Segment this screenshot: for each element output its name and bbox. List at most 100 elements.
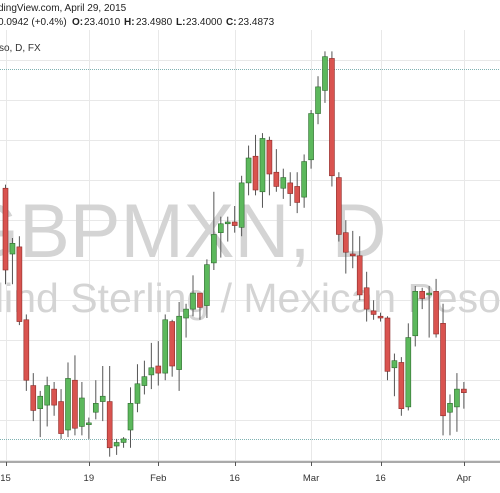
candle <box>343 220 349 274</box>
candle <box>349 230 356 269</box>
candle-body-down <box>16 246 23 322</box>
header-open-value: 23.4010 <box>84 17 121 28</box>
candle <box>426 286 432 338</box>
candle-body-up <box>113 442 120 447</box>
candle <box>259 133 266 208</box>
level-lines <box>0 69 500 440</box>
candle-body-up <box>141 376 148 386</box>
candle <box>287 172 294 206</box>
header-source: dingView.com, April 29, 2015 <box>0 3 127 14</box>
candle-body-down <box>30 385 37 411</box>
candles <box>2 51 467 457</box>
candle-body-down <box>398 362 405 409</box>
x-tick-label: 16 <box>229 473 240 484</box>
candle <box>224 216 231 242</box>
candle-body-up <box>183 308 189 319</box>
candle <box>155 341 162 386</box>
candle-body-up <box>65 378 71 431</box>
candle-body-up <box>405 337 412 408</box>
candle <box>44 376 50 427</box>
candle-body-up <box>162 319 169 374</box>
candle-body-down <box>329 58 335 177</box>
candle <box>176 302 182 391</box>
candle <box>51 382 57 416</box>
candle <box>377 312 384 322</box>
candle <box>419 287 426 310</box>
candle-body-down <box>2 187 9 271</box>
candle <box>238 175 245 237</box>
candle <box>134 364 141 413</box>
candle <box>440 303 446 436</box>
candle-body-up <box>86 422 92 425</box>
candle-body-down <box>169 321 175 367</box>
candle-body-up <box>99 395 106 402</box>
candle <box>461 382 467 409</box>
candle <box>120 437 127 448</box>
candle-body-up <box>238 182 245 228</box>
candle-body-down <box>433 291 439 335</box>
candle-body-up <box>301 161 307 198</box>
candle-body-down <box>356 255 363 296</box>
candle <box>356 236 363 301</box>
candle <box>72 355 78 436</box>
candle-body-down <box>287 182 294 194</box>
candle-body-down <box>461 388 467 393</box>
candle <box>106 366 113 457</box>
candle-body-up <box>211 234 217 264</box>
candle <box>197 292 203 320</box>
candle-body-up <box>134 383 141 404</box>
candle <box>99 366 106 422</box>
candle-body-up <box>176 315 182 370</box>
candle <box>23 314 30 391</box>
candle <box>322 51 328 103</box>
candle-body-up <box>92 403 99 413</box>
candle <box>148 342 155 390</box>
candle-body-down <box>343 232 349 253</box>
candle <box>127 387 134 448</box>
candle-body-up <box>412 291 419 337</box>
candle <box>92 380 99 420</box>
header-close-value: 23.4873 <box>238 17 275 28</box>
candle <box>141 360 148 395</box>
chart-header: dingView.com, April 29, 2015 0.0942 (+0.… <box>0 0 500 54</box>
candle <box>273 149 280 192</box>
candle <box>30 373 37 422</box>
candle <box>86 417 92 439</box>
candle-body-up <box>308 113 314 161</box>
candle <box>65 362 71 438</box>
candle-body-up <box>79 397 85 427</box>
candle-body-up <box>148 367 155 376</box>
candle <box>301 154 307 208</box>
candle-body-down <box>377 315 384 319</box>
candle-body-down <box>197 292 203 308</box>
candle <box>183 303 189 338</box>
candle-body-down <box>252 155 259 191</box>
candle-body-down <box>363 287 370 310</box>
candle <box>79 382 85 436</box>
candle <box>391 353 398 397</box>
candle-body-down <box>51 388 57 406</box>
candle <box>433 278 439 338</box>
candle-body-down <box>440 323 446 417</box>
candle <box>113 438 120 455</box>
candle <box>252 134 259 196</box>
candle <box>454 373 460 432</box>
candle <box>204 259 210 318</box>
candle-body-down <box>419 291 426 299</box>
candle <box>231 206 238 233</box>
candle-body-down <box>155 365 162 374</box>
candle <box>211 191 217 270</box>
candle <box>266 136 273 196</box>
candle-body-up <box>9 243 16 255</box>
candle-body-up <box>120 438 127 443</box>
header-low-label: L: <box>176 17 185 28</box>
candle-body-up <box>224 221 231 225</box>
x-tick-label: Apr <box>456 473 471 484</box>
candle <box>370 300 377 320</box>
candle-body-down <box>294 186 300 203</box>
candle <box>398 357 405 416</box>
candle <box>162 314 169 381</box>
candle <box>294 172 300 214</box>
watermark-symbol: GBPMXN, D <box>0 189 387 274</box>
